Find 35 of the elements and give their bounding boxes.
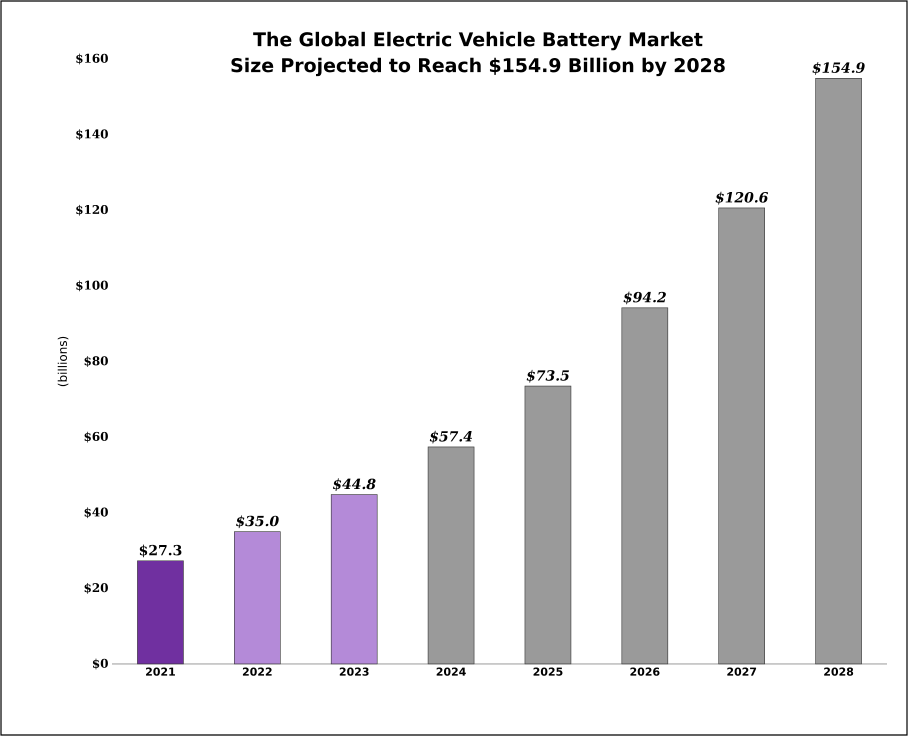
- y-axis-title: (billions): [58, 336, 68, 386]
- bar: [330, 494, 378, 664]
- x-tick-label: 2028: [824, 668, 854, 676]
- bar: [137, 560, 184, 664]
- data-label: $44.8: [332, 478, 376, 492]
- bar: [234, 531, 281, 664]
- y-tick-label: $40: [84, 507, 108, 518]
- x-tick-label: 2024: [436, 668, 466, 676]
- x-tick-label: 2025: [534, 668, 562, 676]
- x-tick-label: 2023: [340, 668, 369, 676]
- y-tick-label: $0: [92, 658, 108, 670]
- bar: [428, 446, 474, 664]
- y-tick-label: $160: [76, 54, 108, 64]
- y-tick-label: $80: [84, 356, 108, 367]
- bar: [815, 78, 862, 664]
- data-label: $27.3: [140, 544, 182, 558]
- x-tick-label: 2026: [630, 668, 660, 676]
- y-tick-label: $20: [84, 582, 108, 594]
- bar: [622, 307, 668, 664]
- data-label: $73.5: [526, 370, 569, 383]
- y-tick-label: $100: [76, 280, 108, 292]
- data-label: $57.4: [430, 430, 472, 444]
- y-tick-label: $140: [76, 129, 108, 140]
- x-tick-label: 2027: [727, 668, 756, 676]
- bar: [524, 386, 572, 664]
- bar: [718, 208, 765, 664]
- data-label: $35.0: [236, 515, 279, 528]
- data-label: $120.6: [716, 192, 768, 204]
- data-label: $94.2: [624, 292, 666, 304]
- y-tick-label: $60: [84, 432, 108, 443]
- x-tick-label: 2021: [146, 668, 175, 676]
- chart-title: The Global Electric Vehicle Battery Market Size Projected to Reach $154.9 Billion by 2028: [231, 32, 725, 76]
- x-tick-label: 2022: [242, 668, 272, 676]
- y-tick-label: $120: [76, 204, 108, 216]
- data-label: $154.9: [812, 62, 865, 75]
